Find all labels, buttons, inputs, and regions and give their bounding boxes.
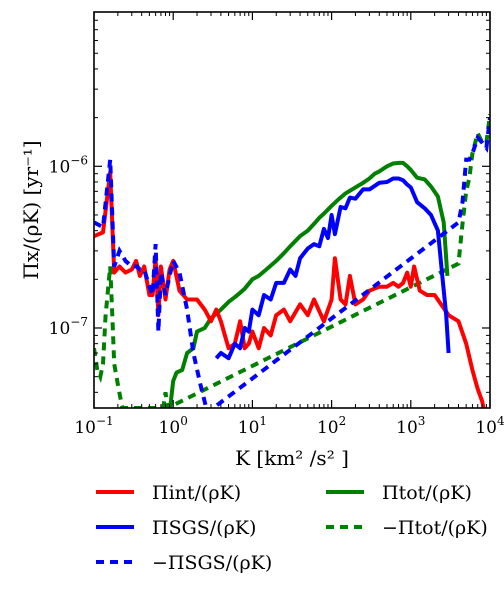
legend-entry: Πint/(ρK) bbox=[96, 482, 241, 504]
x-axis-label: K [km² /s² ] bbox=[235, 446, 349, 470]
axis-labels-layer: K [km² /s² ] Πx/(ρK) [yr⁻¹] bbox=[19, 140, 349, 470]
series-line-3 bbox=[168, 160, 450, 408]
x-tick-label: 104 bbox=[475, 414, 504, 438]
x-tick-label: 100 bbox=[159, 414, 188, 438]
legend-label: Πint/(ρK) bbox=[152, 482, 241, 504]
y-tick-label: 10−7 bbox=[49, 315, 88, 339]
y-axis-label: Πx/(ρK) [yr⁻¹] bbox=[19, 140, 43, 279]
series-line-1 bbox=[214, 176, 451, 361]
legend-entry: −ΠSGS/(ρK) bbox=[96, 552, 272, 574]
y-tick-label: 10−6 bbox=[49, 153, 88, 177]
ticks-layer: 10−1 100 101 102 103 104 10−7 10−6 bbox=[49, 12, 504, 438]
plot-frame bbox=[93, 11, 491, 409]
x-tick-label: 101 bbox=[238, 414, 267, 438]
x-tick-label: 102 bbox=[317, 414, 346, 438]
legend-label: ΠSGS/(ρK) bbox=[152, 517, 256, 539]
legend-label: −Πtot/(ρK) bbox=[382, 517, 488, 539]
legend-entry: ΠSGS/(ρK) bbox=[96, 517, 256, 539]
legend: Πint/(ρK) Πtot/(ρK) ΠSGS/(ρK) −Πtot/(ρK) −ΠS… bbox=[96, 482, 488, 574]
series-line-2 bbox=[94, 117, 490, 408]
x-tick-label: 10−1 bbox=[74, 414, 113, 438]
legend-entry: −Πtot/(ρK) bbox=[326, 517, 488, 539]
legend-entry: Πtot/(ρK) bbox=[326, 482, 472, 504]
legend-label: Πtot/(ρK) bbox=[382, 482, 472, 504]
legend-label: −ΠSGS/(ρK) bbox=[152, 552, 272, 574]
series-layer bbox=[94, 113, 490, 408]
x-tick-label: 103 bbox=[396, 414, 425, 438]
